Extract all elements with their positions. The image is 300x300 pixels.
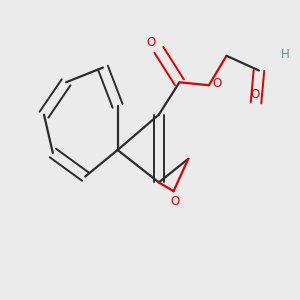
Text: O: O bbox=[170, 195, 180, 208]
Text: O: O bbox=[147, 36, 156, 49]
Text: O: O bbox=[212, 77, 222, 90]
Text: O: O bbox=[250, 88, 259, 100]
Text: H: H bbox=[281, 48, 290, 61]
